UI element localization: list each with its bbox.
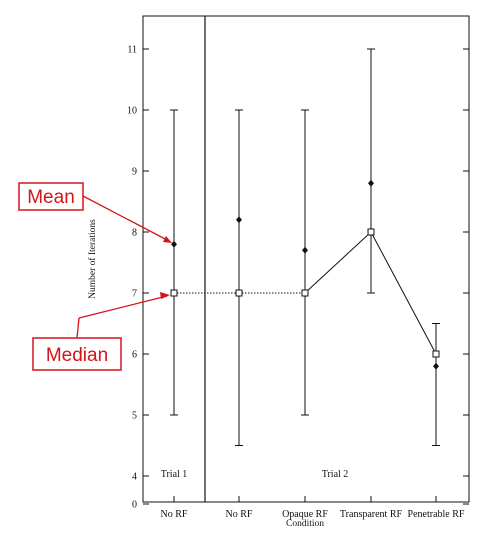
mean-callout-box: [18, 182, 84, 211]
mean-point: [171, 240, 177, 248]
median-callout-text: Median: [46, 345, 108, 366]
mean-series: [171, 179, 439, 370]
mean-callout-arrow: [82, 195, 170, 242]
median-point: [235, 289, 243, 297]
trial-1-label: Trial 1: [161, 469, 188, 480]
median-arrowhead: [160, 292, 170, 299]
plot-frame: [142, 15, 470, 503]
mean-point: [236, 216, 242, 224]
mean-arrowhead: [163, 236, 172, 243]
y-tick-label: 8: [132, 228, 137, 239]
x-axis: No RF No RF Opaque RF Transparent RF Penetra…: [161, 496, 465, 520]
mean-callout-text: Mean: [27, 187, 75, 208]
mean-point: [302, 246, 308, 254]
median-callout-arrow: [78, 295, 168, 319]
mean-point: [433, 362, 439, 370]
mean-callout: Mean: [18, 182, 172, 243]
range-bars: [170, 48, 440, 446]
median-point: [367, 228, 375, 236]
x-axis-label: Condition: [286, 519, 324, 529]
median-line: [174, 231, 437, 355]
y-tick-label: 0: [132, 500, 137, 511]
median-series: [170, 228, 440, 358]
y-axis-label: Number of Iterations: [87, 219, 98, 299]
x-tick-label: Opaque RF: [282, 509, 328, 520]
y-tick-label: 11: [127, 45, 137, 56]
median-point: [301, 289, 309, 297]
y-axis: 0 4 5 6 7 8 9 10 11: [127, 45, 469, 511]
y-tick-label: 7: [132, 289, 137, 300]
x-tick-label: No RF: [226, 509, 253, 520]
y-tick-label: 6: [132, 350, 137, 361]
x-tick-label: Transparent RF: [340, 509, 403, 520]
median-callout-arrow-stem: [76, 317, 80, 339]
mean-point: [368, 179, 374, 187]
median-point: [432, 350, 440, 358]
median-connector: [370, 231, 437, 355]
x-tick-label: No RF: [161, 509, 188, 520]
trial-2-label: Trial 2: [322, 469, 349, 480]
median-connector: [304, 231, 372, 294]
y-tick-label: 9: [132, 167, 137, 178]
x-tick-label: Penetrable RF: [408, 509, 465, 520]
median-point: [170, 289, 178, 297]
median-callout: Median: [32, 292, 170, 371]
y-tick-label: 4: [132, 472, 137, 483]
y-tick-label: 5: [132, 411, 137, 422]
y-tick-label: 10: [127, 106, 137, 117]
